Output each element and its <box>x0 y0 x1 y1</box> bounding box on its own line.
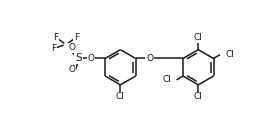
Text: Cl: Cl <box>194 33 203 42</box>
Text: S: S <box>75 53 82 63</box>
Text: O: O <box>146 54 153 63</box>
Text: Cl: Cl <box>116 92 125 101</box>
Text: Cl: Cl <box>225 50 234 59</box>
Text: O: O <box>68 65 75 74</box>
Text: Cl: Cl <box>194 92 203 101</box>
Text: Cl: Cl <box>162 75 171 84</box>
Text: O: O <box>68 43 75 52</box>
Text: F: F <box>74 33 79 42</box>
Text: F: F <box>53 33 58 42</box>
Text: O: O <box>87 54 95 63</box>
Text: F: F <box>51 44 56 53</box>
